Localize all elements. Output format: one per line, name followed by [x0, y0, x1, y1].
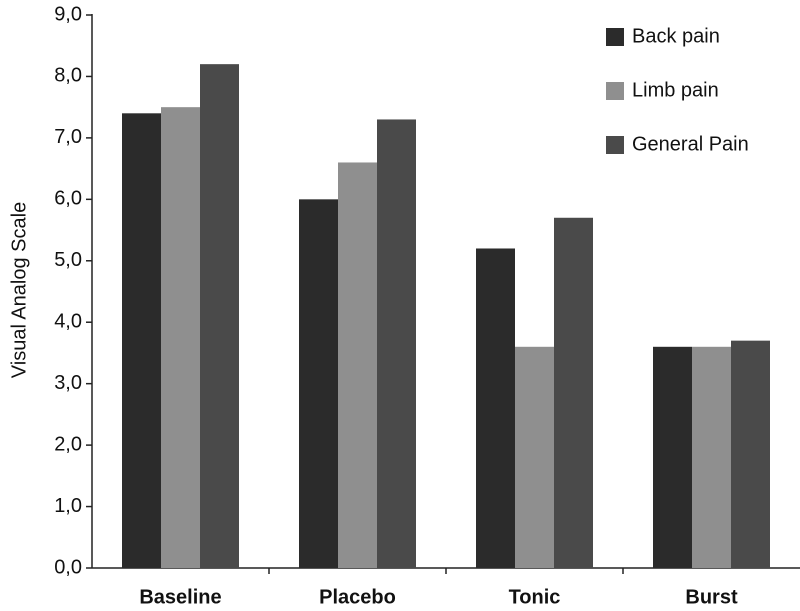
x-tick-label: Tonic — [509, 586, 561, 608]
legend-swatch — [606, 82, 624, 100]
y-tick-label: 5,0 — [54, 249, 82, 271]
bar — [299, 199, 338, 569]
y-tick-label: 8,0 — [54, 65, 82, 87]
bar — [731, 340, 770, 568]
legend-swatch — [606, 136, 624, 154]
bar — [200, 64, 239, 569]
bar — [653, 346, 692, 568]
bar — [338, 162, 377, 568]
legend-label: Limb pain — [632, 79, 719, 101]
bar — [554, 217, 593, 568]
bar — [515, 346, 554, 568]
y-tick-label: 6,0 — [54, 188, 82, 210]
y-tick-label: 4,0 — [54, 311, 82, 333]
legend-swatch — [606, 28, 624, 46]
y-tick-label: 9,0 — [54, 3, 82, 25]
x-tick-label: Baseline — [139, 586, 221, 608]
x-tick-label: Placebo — [319, 586, 396, 608]
y-tick-label: 7,0 — [54, 126, 82, 148]
bar — [692, 346, 731, 568]
y-tick-label: 1,0 — [54, 495, 82, 517]
y-tick-label: 0,0 — [54, 556, 82, 578]
bar — [122, 113, 161, 569]
x-tick-label: Burst — [685, 586, 738, 608]
bar — [476, 248, 515, 568]
bar — [161, 107, 200, 569]
bar — [377, 119, 416, 568]
legend-label: General Pain — [632, 133, 749, 155]
y-axis-label: Visual Analog Scale — [8, 202, 30, 378]
legend-label: Back pain — [632, 25, 720, 47]
y-tick-label: 2,0 — [54, 433, 82, 455]
y-tick-label: 3,0 — [54, 372, 82, 394]
